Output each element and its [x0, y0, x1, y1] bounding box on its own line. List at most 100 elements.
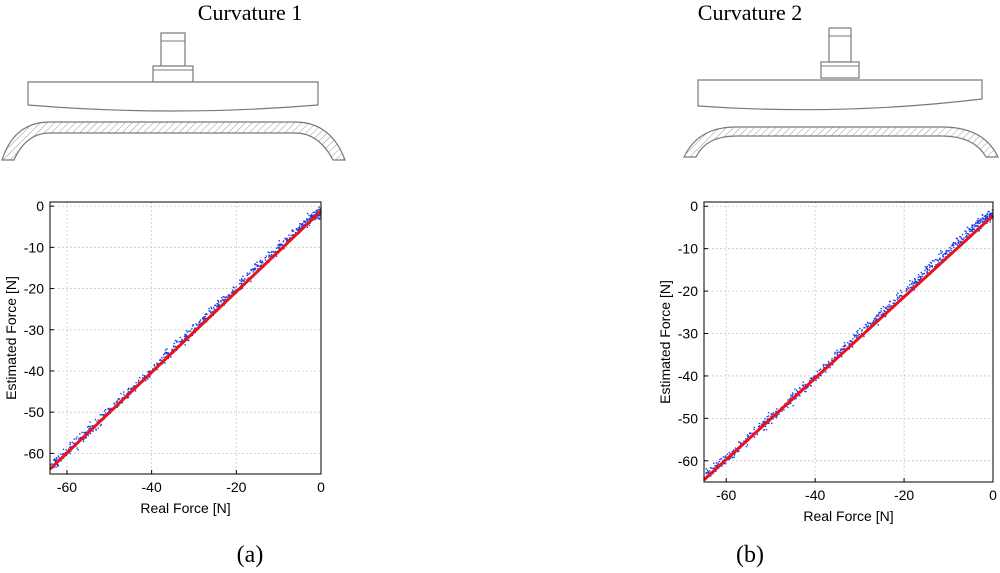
- panel-b: Curvature 2 -60 -40 -20 0 0 -10 -20 -30 -40 -50 -6…: [500, 0, 1000, 573]
- scatter-point: [172, 345, 175, 347]
- scatter-point: [185, 330, 188, 332]
- scatter-point: [199, 319, 202, 321]
- scatter-point: [790, 394, 792, 396]
- scatter-point: [798, 387, 801, 389]
- scatter-point: [758, 422, 761, 425]
- scatter-point: [886, 308, 888, 310]
- scatter-point: [222, 298, 224, 301]
- scatter-point: [878, 311, 880, 314]
- scatter-point: [100, 414, 103, 416]
- x-tick-label: 0: [317, 479, 325, 495]
- scatter-point: [827, 360, 830, 363]
- scatter-point: [706, 469, 709, 472]
- scatter-point: [906, 289, 908, 291]
- scatter-point: [771, 413, 774, 415]
- scatter-point: [876, 314, 878, 317]
- scatter-point: [715, 465, 717, 468]
- scatter-point: [867, 322, 869, 325]
- scatter-point: [306, 220, 308, 222]
- scatter-point: [231, 289, 234, 291]
- scatter-point: [843, 348, 846, 350]
- scatter-point: [213, 307, 215, 309]
- scatter-point: [955, 243, 957, 245]
- scatter-point: [950, 249, 952, 252]
- scatter-point: [87, 430, 89, 432]
- scatter-point: [712, 472, 714, 475]
- y-tick-label: -10: [24, 239, 44, 255]
- scatter-point: [806, 386, 808, 389]
- scatter-point: [267, 251, 269, 253]
- scatter-point: [728, 451, 731, 454]
- scatter-point: [283, 248, 285, 250]
- scatter-point: [973, 224, 976, 226]
- panel-a-subcaption: (a): [236, 542, 264, 568]
- scatter-point: [144, 375, 146, 377]
- scatter-point: [214, 304, 217, 306]
- x-tick-label: -60: [57, 479, 77, 495]
- scatter-point: [210, 311, 212, 314]
- scatter-point: [264, 259, 267, 261]
- scatter-point: [746, 444, 749, 446]
- scatter-point: [753, 428, 755, 431]
- scatter-point: [820, 375, 822, 377]
- scatter-point: [802, 381, 804, 383]
- scatter-point: [857, 334, 859, 337]
- scatter-point: [895, 294, 898, 296]
- scatter-point: [176, 341, 178, 344]
- scatter-point: [238, 283, 241, 285]
- scatter-point: [296, 229, 298, 231]
- scatter-point: [910, 286, 912, 289]
- scatter-point: [882, 312, 884, 315]
- scatter-point: [767, 415, 770, 417]
- scatter-point: [855, 334, 857, 336]
- scatter-point: [839, 349, 842, 352]
- scatter-point: [978, 230, 980, 232]
- scatter-point: [96, 420, 98, 423]
- scatter-point: [127, 396, 130, 399]
- scatter-point: [913, 289, 916, 291]
- scatter-point: [942, 255, 944, 257]
- scatter-point: [896, 296, 899, 298]
- scatter-point: [955, 237, 958, 239]
- scatter-point: [942, 254, 944, 256]
- scatter-point: [87, 434, 89, 437]
- scatter-point: [768, 422, 770, 425]
- scatter-point: [767, 422, 769, 425]
- scatter-point: [79, 433, 81, 435]
- scatter-point: [975, 225, 977, 228]
- scatter-point: [104, 409, 107, 411]
- scatter-point: [807, 386, 809, 388]
- scatter-point: [725, 456, 727, 459]
- scatter-point: [912, 282, 914, 284]
- scatter-point: [853, 336, 856, 338]
- scatter-point: [931, 259, 934, 262]
- scatter-point: [861, 330, 863, 332]
- scatter-point: [805, 388, 807, 390]
- scatter-point: [877, 315, 880, 317]
- scatter-point: [885, 307, 888, 309]
- scatter-point: [69, 443, 71, 446]
- scatter-point: [842, 345, 845, 348]
- scatter-point: [969, 230, 971, 233]
- scatter-point: [900, 294, 902, 297]
- scatter-point: [897, 297, 900, 299]
- scatter-point: [104, 412, 107, 414]
- scatter-point: [304, 222, 307, 224]
- scatter-point: [717, 462, 720, 464]
- scatter-point: [981, 217, 984, 219]
- scatter-point: [918, 278, 920, 281]
- scatter-point: [261, 261, 263, 263]
- scatter-point: [312, 214, 315, 216]
- scatter-point: [310, 215, 312, 218]
- scatter-point: [252, 271, 254, 273]
- scatter-point: [725, 455, 727, 457]
- scatter-point: [95, 428, 97, 430]
- scatter-point: [84, 437, 87, 439]
- scatter-point: [884, 310, 886, 313]
- scatter-point: [198, 323, 200, 326]
- scatter-point: [930, 262, 933, 264]
- scatter-point: [135, 381, 137, 384]
- scatter-point: [948, 249, 950, 252]
- scatter-point: [705, 472, 707, 475]
- scatter-point: [306, 212, 309, 215]
